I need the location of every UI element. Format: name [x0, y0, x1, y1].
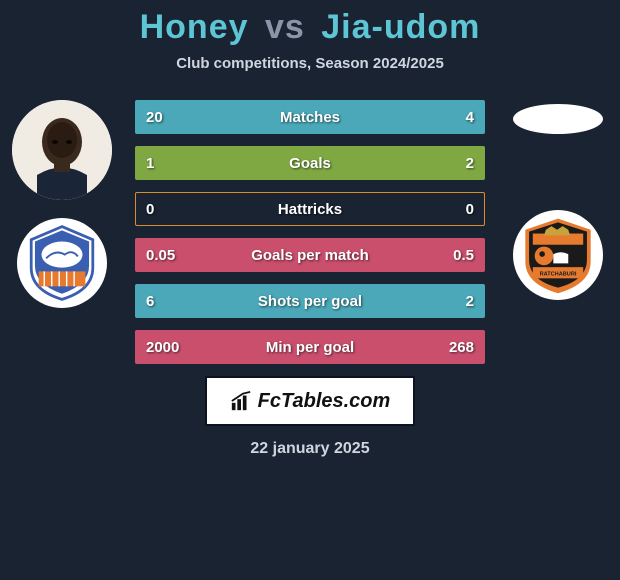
player2-club-icon: RATCHABURI: [516, 213, 600, 297]
player2-club-badge: RATCHABURI: [513, 210, 603, 300]
stat-value-right: 4: [466, 109, 474, 126]
player1-club-icon: [20, 221, 104, 305]
stat-value-left: 0.05: [146, 247, 175, 264]
date-label: 22 january 2025: [250, 440, 369, 458]
stat-label: Min per goal: [266, 339, 354, 356]
player1-avatar: [12, 100, 112, 200]
player2-name: Jia-udom: [321, 8, 480, 46]
stat-value-left: 6: [146, 293, 154, 310]
stat-value-right: 0: [466, 201, 474, 218]
stats-panel: 20 4 Matches 1 2 Goals 0 0 Hattricks 0.05 0.5 Goals…: [135, 100, 485, 364]
stat-value-left: 20: [146, 109, 163, 126]
stat-value-right: 2: [466, 293, 474, 310]
stat-fill-right: [251, 147, 484, 179]
stat-value-left: 0: [146, 201, 154, 218]
stat-row: 1 2 Goals: [135, 146, 485, 180]
stat-value-right: 268: [449, 339, 474, 356]
stat-value-left: 2000: [146, 339, 179, 356]
stat-value-right: 2: [466, 155, 474, 172]
stat-value-left: 1: [146, 155, 154, 172]
stat-row: 6 2 Shots per goal: [135, 284, 485, 318]
stat-row: 0 0 Hattricks: [135, 192, 485, 226]
main-comparison: 20 4 Matches 1 2 Goals 0 0 Hattricks 0.05 0.5 Goals…: [0, 100, 620, 364]
player1-portrait-icon: [12, 100, 112, 200]
chart-icon: [230, 390, 252, 412]
stat-row: 20 4 Matches: [135, 100, 485, 134]
player2-avatar-empty: [513, 104, 603, 134]
stat-label: Goals: [289, 155, 331, 172]
stat-label: Hattricks: [278, 201, 342, 218]
player2-column: RATCHABURI: [503, 100, 613, 300]
player1-name: Honey: [140, 8, 249, 46]
stat-fill-right: [425, 101, 484, 133]
stat-label: Shots per goal: [258, 293, 362, 310]
brand-text: FcTables.com: [258, 390, 391, 413]
stat-label: Matches: [280, 109, 340, 126]
player1-column: [7, 100, 117, 308]
svg-text:RATCHABURI: RATCHABURI: [540, 272, 577, 278]
stat-row: 2000 268 Min per goal: [135, 330, 485, 364]
comparison-title: Honey vs Jia-udom: [140, 8, 481, 47]
stat-row: 0.05 0.5 Goals per match: [135, 238, 485, 272]
stat-value-right: 0.5: [453, 247, 474, 264]
subtitle: Club competitions, Season 2024/2025: [176, 55, 444, 72]
brand-badge: FcTables.com: [205, 376, 415, 426]
vs-text: vs: [265, 8, 305, 46]
player1-club-badge: [17, 218, 107, 308]
stat-label: Goals per match: [251, 247, 369, 264]
